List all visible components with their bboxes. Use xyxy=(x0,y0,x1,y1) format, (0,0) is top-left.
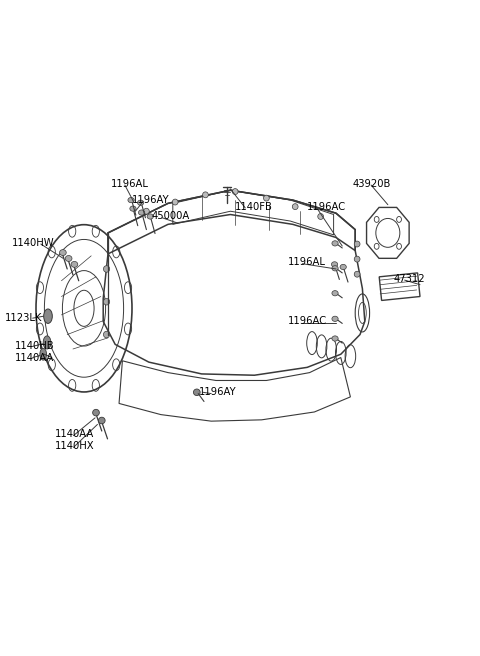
Ellipse shape xyxy=(203,192,208,198)
Text: 1196AY: 1196AY xyxy=(132,195,169,205)
Text: 1140HX: 1140HX xyxy=(55,441,95,451)
Ellipse shape xyxy=(354,256,360,262)
Ellipse shape xyxy=(331,262,338,267)
Text: 1196AC: 1196AC xyxy=(288,316,327,327)
Ellipse shape xyxy=(354,241,360,247)
Text: 43920B: 43920B xyxy=(353,178,391,189)
Ellipse shape xyxy=(332,266,338,271)
Ellipse shape xyxy=(93,409,99,416)
Ellipse shape xyxy=(144,208,149,214)
Ellipse shape xyxy=(340,264,347,270)
Ellipse shape xyxy=(71,261,78,268)
Ellipse shape xyxy=(139,210,145,215)
Text: 1123LK: 1123LK xyxy=(5,313,42,323)
Text: 45000A: 45000A xyxy=(151,211,190,222)
Ellipse shape xyxy=(332,336,338,341)
Ellipse shape xyxy=(147,214,154,219)
Ellipse shape xyxy=(193,389,200,396)
Text: 1140HB: 1140HB xyxy=(14,341,54,352)
Ellipse shape xyxy=(332,291,338,296)
Ellipse shape xyxy=(44,309,52,323)
Text: 1140AA: 1140AA xyxy=(14,352,54,363)
Ellipse shape xyxy=(172,199,178,205)
Ellipse shape xyxy=(104,266,109,272)
Text: 1196AC: 1196AC xyxy=(307,201,347,212)
Ellipse shape xyxy=(332,241,338,246)
Ellipse shape xyxy=(137,200,144,205)
Ellipse shape xyxy=(130,206,136,211)
Ellipse shape xyxy=(264,195,269,201)
Ellipse shape xyxy=(98,417,105,424)
Ellipse shape xyxy=(128,197,134,203)
Text: 1140FB: 1140FB xyxy=(235,201,273,212)
Text: 1196AL: 1196AL xyxy=(110,178,148,189)
Text: 1196AY: 1196AY xyxy=(199,387,237,398)
Text: 1140AA: 1140AA xyxy=(55,429,95,440)
Ellipse shape xyxy=(232,189,238,194)
Ellipse shape xyxy=(65,255,72,261)
Text: 1196AL: 1196AL xyxy=(288,257,326,268)
Text: 1140HW: 1140HW xyxy=(12,237,55,248)
Ellipse shape xyxy=(354,272,360,277)
Ellipse shape xyxy=(104,298,109,305)
Text: 47312: 47312 xyxy=(394,274,425,284)
Ellipse shape xyxy=(318,213,324,219)
Ellipse shape xyxy=(60,249,66,255)
Ellipse shape xyxy=(40,348,47,360)
Ellipse shape xyxy=(104,331,109,338)
Ellipse shape xyxy=(292,203,298,210)
Ellipse shape xyxy=(332,316,338,321)
Ellipse shape xyxy=(43,336,51,349)
